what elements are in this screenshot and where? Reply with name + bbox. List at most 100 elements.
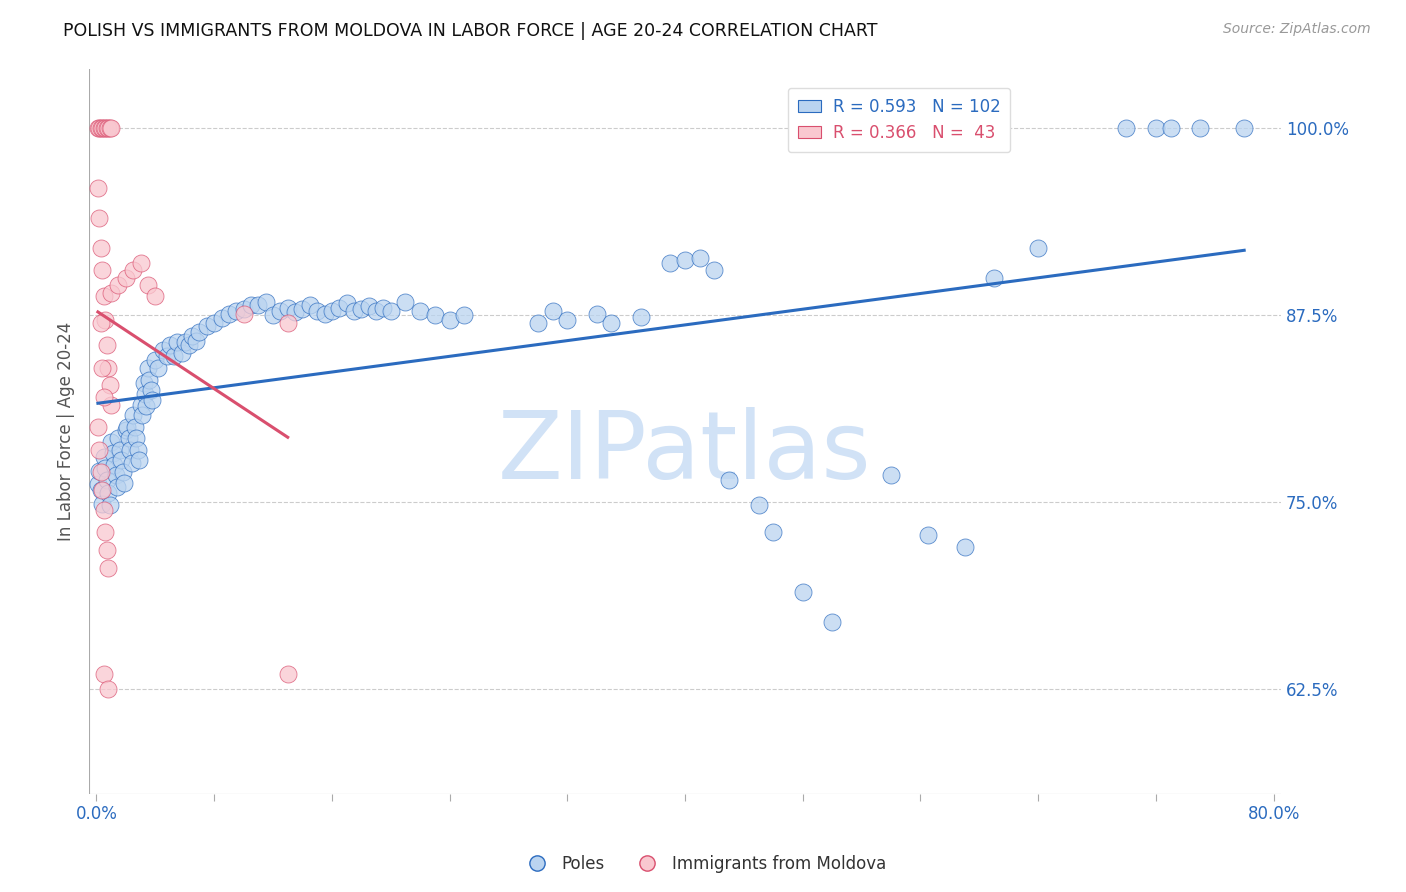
Point — [262, 308, 284, 322]
Point — [93, 667, 115, 681]
Point — [762, 524, 785, 539]
Point — [135, 400, 157, 414]
Point — [96, 121, 118, 136]
Point — [254, 294, 277, 309]
Text: Source: ZipAtlas.com: Source: ZipAtlas.com — [1223, 22, 1371, 37]
Point — [555, 312, 578, 326]
Point — [110, 453, 132, 467]
Point — [291, 302, 314, 317]
Point — [163, 349, 186, 363]
Point — [527, 316, 550, 330]
Legend: R = 0.593   N = 102, R = 0.366   N =  43: R = 0.593 N = 102, R = 0.366 N = 43 — [787, 87, 1011, 152]
Point — [107, 431, 129, 445]
Point — [97, 561, 120, 575]
Point — [689, 252, 711, 266]
Point — [181, 329, 204, 343]
Point — [1144, 121, 1167, 136]
Point — [93, 502, 115, 516]
Point — [232, 302, 254, 317]
Point — [703, 263, 725, 277]
Point — [93, 121, 115, 136]
Point — [128, 453, 150, 467]
Point — [97, 486, 120, 500]
Point — [394, 294, 416, 309]
Point — [97, 121, 120, 136]
Point — [630, 310, 652, 324]
Point — [97, 360, 120, 375]
Point — [277, 316, 299, 330]
Point — [101, 446, 124, 460]
Point — [98, 498, 121, 512]
Point — [917, 528, 939, 542]
Point — [880, 468, 903, 483]
Point — [129, 256, 152, 270]
Point — [136, 360, 159, 375]
Point — [211, 311, 233, 326]
Point — [105, 480, 128, 494]
Point — [152, 343, 174, 357]
Point — [277, 301, 299, 315]
Point — [100, 121, 122, 136]
Point — [409, 303, 432, 318]
Point — [90, 483, 112, 498]
Point — [335, 296, 357, 310]
Point — [90, 241, 112, 255]
Point — [170, 345, 193, 359]
Point — [89, 464, 111, 478]
Point — [87, 181, 110, 195]
Point — [121, 456, 143, 470]
Point — [380, 303, 402, 318]
Point — [118, 431, 141, 445]
Point — [439, 312, 461, 326]
Point — [1026, 241, 1049, 255]
Point — [247, 298, 270, 312]
Point — [321, 303, 343, 318]
Point — [91, 497, 114, 511]
Point — [115, 270, 138, 285]
Point — [343, 303, 366, 318]
Point — [600, 316, 623, 330]
Point — [87, 477, 110, 491]
Point — [284, 305, 307, 319]
Point — [100, 435, 122, 450]
Point — [277, 667, 299, 681]
Point — [173, 335, 195, 350]
Point — [659, 256, 682, 270]
Point — [115, 423, 138, 437]
Point — [350, 302, 373, 317]
Point — [90, 316, 112, 330]
Point — [186, 334, 208, 348]
Point — [179, 338, 201, 352]
Point — [104, 468, 127, 483]
Point — [364, 303, 387, 318]
Point — [139, 383, 162, 397]
Point — [96, 543, 118, 558]
Point — [1233, 121, 1256, 136]
Point — [91, 121, 114, 136]
Point — [218, 307, 240, 321]
Point — [1189, 121, 1212, 136]
Point — [239, 298, 262, 312]
Point — [357, 299, 380, 313]
Point — [141, 393, 163, 408]
Point — [269, 303, 291, 318]
Point — [93, 450, 115, 465]
Point — [232, 307, 254, 321]
Point — [94, 312, 117, 326]
Point — [89, 442, 111, 457]
Point — [143, 353, 166, 368]
Text: POLISH VS IMMIGRANTS FROM MOLDOVA IN LABOR FORCE | AGE 20-24 CORRELATION CHART: POLISH VS IMMIGRANTS FROM MOLDOVA IN LAB… — [63, 22, 877, 40]
Point — [87, 121, 110, 136]
Point — [792, 584, 814, 599]
Point — [93, 391, 115, 405]
Point — [98, 121, 121, 136]
Point — [225, 303, 247, 318]
Point — [124, 420, 146, 434]
Point — [90, 121, 112, 136]
Point — [585, 307, 607, 321]
Point — [188, 325, 211, 339]
Point — [953, 540, 976, 554]
Point — [129, 398, 152, 412]
Point — [673, 252, 696, 267]
Point — [134, 387, 156, 401]
